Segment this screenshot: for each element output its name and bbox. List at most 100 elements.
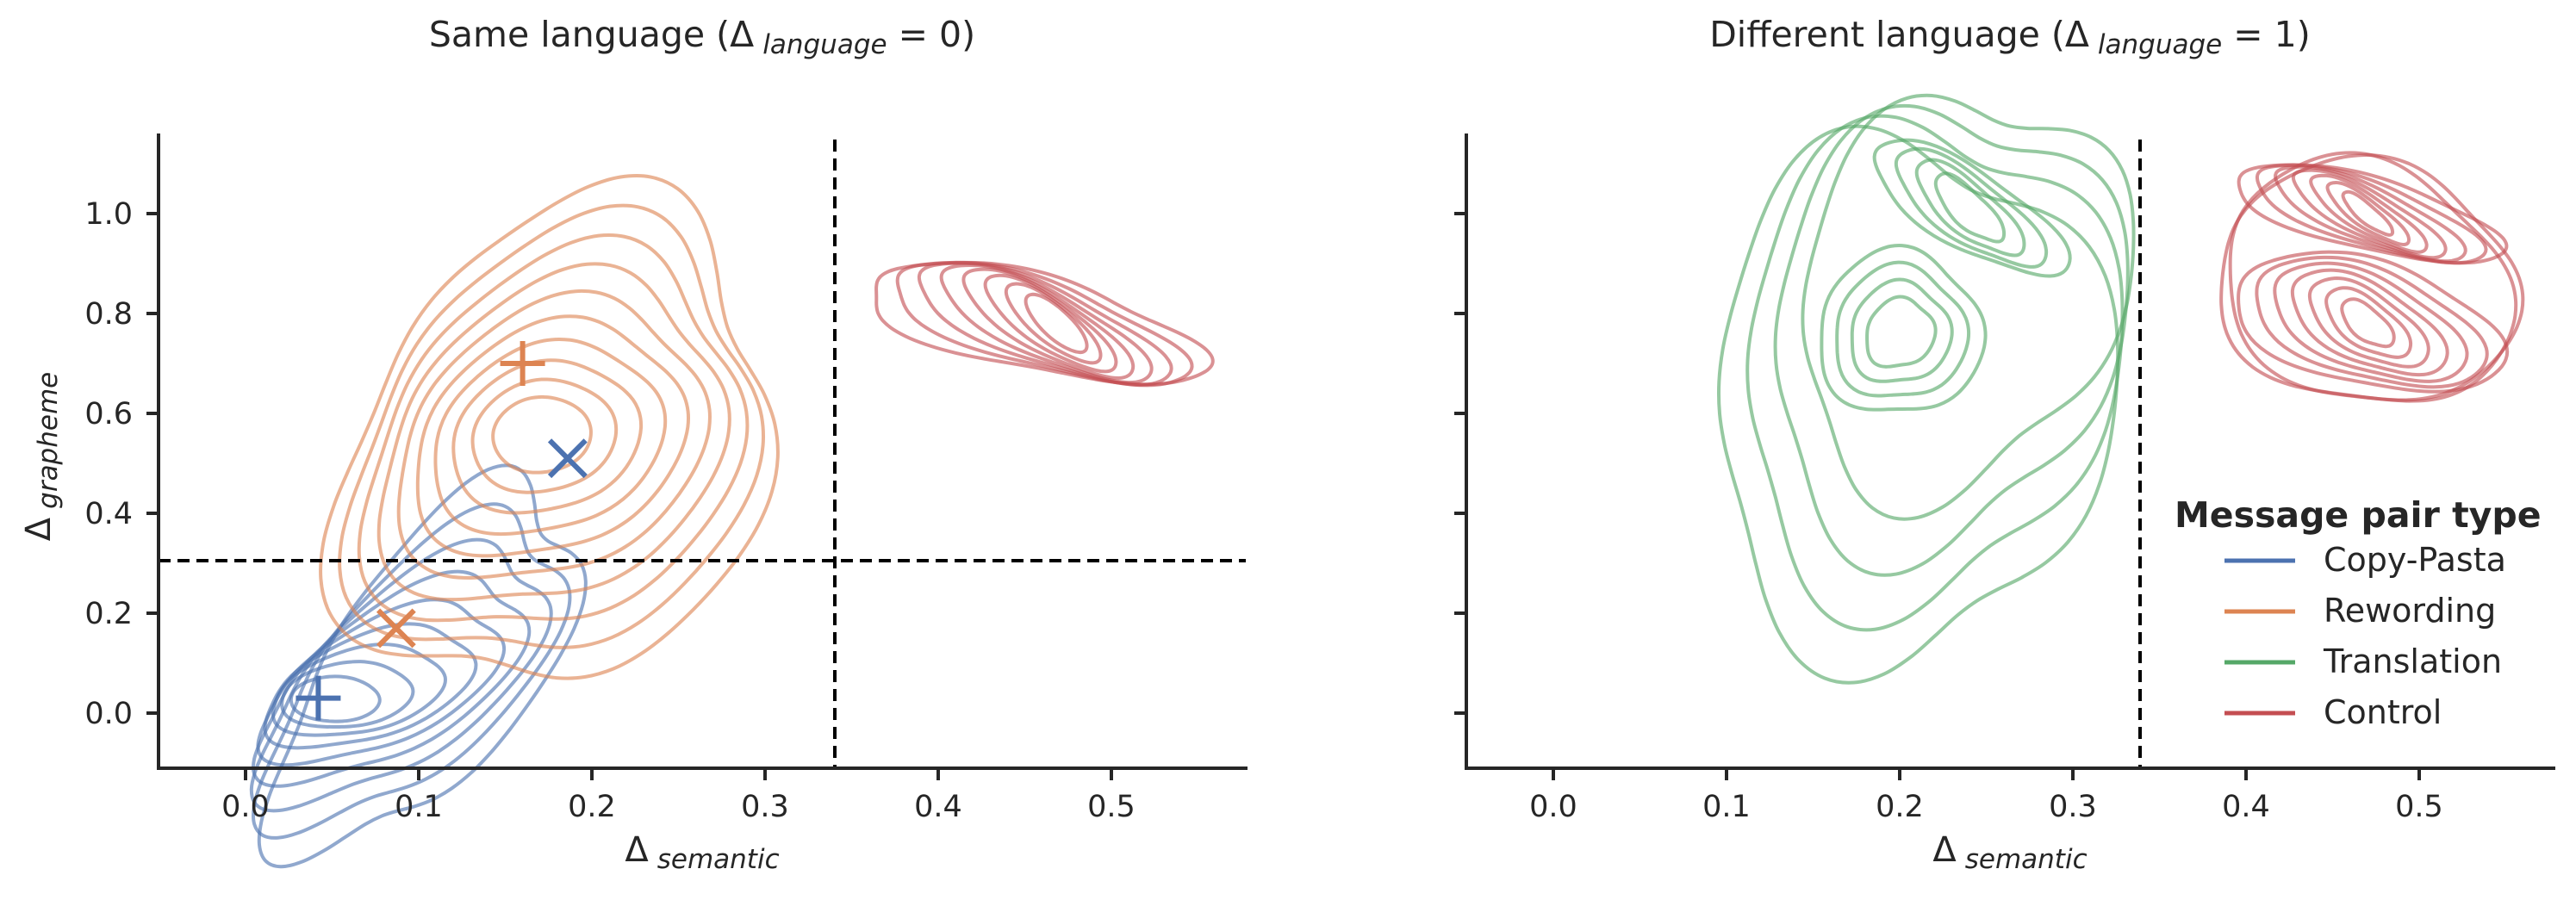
legend-title: Message pair type	[2175, 494, 2542, 536]
legend-label: Copy-Pasta	[2324, 541, 2506, 579]
panel-title-same-language: Same language (Δ language = 0)	[429, 14, 975, 60]
rewording-plus-marker	[500, 341, 545, 386]
series-copy-pasta	[249, 463, 588, 869]
x-tick-label: 0.4	[2222, 790, 2270, 824]
legend-label: Rewording	[2324, 592, 2496, 630]
x-tick-label: 0.4	[914, 790, 962, 824]
control-contour	[2340, 297, 2396, 349]
x-tick-label: 0.2	[568, 790, 616, 824]
y-axis-label-left: Δgrapheme	[19, 372, 64, 541]
copy-pasta-contour	[280, 660, 415, 729]
x-tick-label: 0.0	[1529, 790, 1577, 824]
rewording-contour	[396, 289, 712, 580]
x-ticks-left: 0.0 0.1 0.2 0.3 0.4 0.5	[221, 768, 1136, 824]
series-rewording	[319, 174, 780, 680]
panel-same-language: Same language (Δ language = 0) 0.0 0.1 0.2 0…	[19, 14, 1248, 875]
copy-pasta-contour	[263, 622, 478, 750]
control-contour	[2290, 268, 2449, 377]
copy-pasta-contour	[289, 674, 382, 723]
x-tick-label: 0.3	[741, 790, 789, 824]
y-tick-label: 0.4	[84, 497, 133, 531]
rewording-contour	[433, 337, 668, 537]
legend-entry-translation: Translation	[2224, 642, 2502, 680]
control-contour	[2324, 286, 2413, 359]
copy-pasta-plus-marker	[296, 675, 341, 721]
translation-contour	[1745, 114, 2125, 632]
y-tick-label: 0.6	[84, 397, 133, 431]
series-translation	[1716, 93, 2136, 685]
translation-contour	[1716, 124, 2120, 685]
series-control-right	[2219, 151, 2525, 403]
control-contour	[2219, 152, 2525, 402]
contour-layer-left	[249, 174, 1215, 869]
y-tick-label: 0.8	[84, 297, 133, 332]
copy-pasta-contour	[251, 569, 532, 788]
y-ticks-right	[1454, 212, 1466, 715]
copy-pasta-contour	[252, 502, 572, 840]
control-contour	[2273, 261, 2469, 383]
control-contour	[1004, 282, 1103, 365]
copy-pasta-contour	[257, 463, 588, 869]
control-contour	[983, 273, 1118, 374]
legend-entry-copy-pasta: Copy-Pasta	[2224, 541, 2506, 579]
translation-contour	[1835, 260, 1971, 398]
x-tick-label: 0.0	[221, 790, 270, 824]
translation-contour	[1872, 138, 2072, 278]
x-tick-label: 0.5	[1087, 790, 1136, 824]
translation-contour	[1914, 158, 2026, 258]
control-contour	[2237, 250, 2510, 394]
control-contour	[2255, 255, 2489, 389]
legend-label: Translation	[2323, 642, 2502, 680]
translation-contour	[1933, 171, 2007, 244]
x-ticks-right: 0.0 0.1 0.2 0.3 0.4 0.5	[1529, 768, 2443, 824]
control-contour	[2291, 168, 2448, 260]
control-contour	[2325, 180, 2411, 247]
y-tick-label: 0.0	[84, 697, 133, 731]
legend-entry-rewording: Rewording	[2224, 592, 2496, 630]
legend-label: Control	[2324, 693, 2442, 731]
marker-layer-left	[296, 341, 588, 721]
y-tick-label: 0.2	[84, 597, 133, 631]
copy-pasta-contour	[256, 598, 507, 767]
rewording-contour	[491, 394, 593, 475]
translation-contour	[1801, 93, 2136, 521]
control-contour	[2309, 173, 2429, 254]
control-contour	[2228, 151, 2518, 403]
rewording-contour	[338, 203, 765, 649]
x-tick-label: 0.1	[1702, 790, 1751, 824]
translation-contour	[1850, 277, 1954, 383]
control-contour	[939, 263, 1154, 385]
control-contour	[961, 267, 1136, 381]
control-contour	[2341, 189, 2395, 237]
copy-pasta-contour	[271, 642, 447, 737]
copy-pasta-contour	[249, 537, 553, 813]
rewording-contour	[470, 377, 619, 494]
rewording-x-marker	[376, 608, 416, 649]
x-tick-label: 0.3	[2049, 790, 2097, 824]
panel-title-different-language: Different language (Δ language = 1)	[1709, 14, 2311, 60]
y-tick-label: 1.0	[84, 197, 133, 232]
rewording-contour	[357, 233, 750, 623]
legend: Message pair type Copy-Pasta Rewording Tra…	[2175, 494, 2542, 731]
series-control-left	[874, 260, 1215, 388]
contour-layer-right	[1716, 93, 2525, 685]
rewording-contour	[415, 314, 691, 558]
panel-different-language: Different language (Δ language = 1) 0.0 0.…	[1454, 14, 2555, 875]
y-ticks-left: 0.0 0.2 0.4 0.6 0.8 1.0	[84, 197, 159, 731]
translation-contour	[1820, 243, 1988, 412]
copy-pasta-x-marker	[547, 438, 588, 479]
x-tick-label: 0.5	[2395, 790, 2443, 824]
x-tick-label: 0.2	[1876, 790, 1924, 824]
translation-contour	[1865, 295, 1938, 369]
control-contour	[1024, 292, 1089, 355]
rewording-contour	[376, 262, 731, 602]
translation-contour	[1894, 146, 2049, 269]
legend-entries: Copy-Pasta Rewording Translation Control	[2224, 541, 2506, 731]
x-tick-label: 0.1	[395, 790, 443, 824]
legend-entry-control: Control	[2224, 693, 2442, 731]
translation-contour	[1773, 103, 2130, 577]
control-contour	[2307, 276, 2430, 369]
